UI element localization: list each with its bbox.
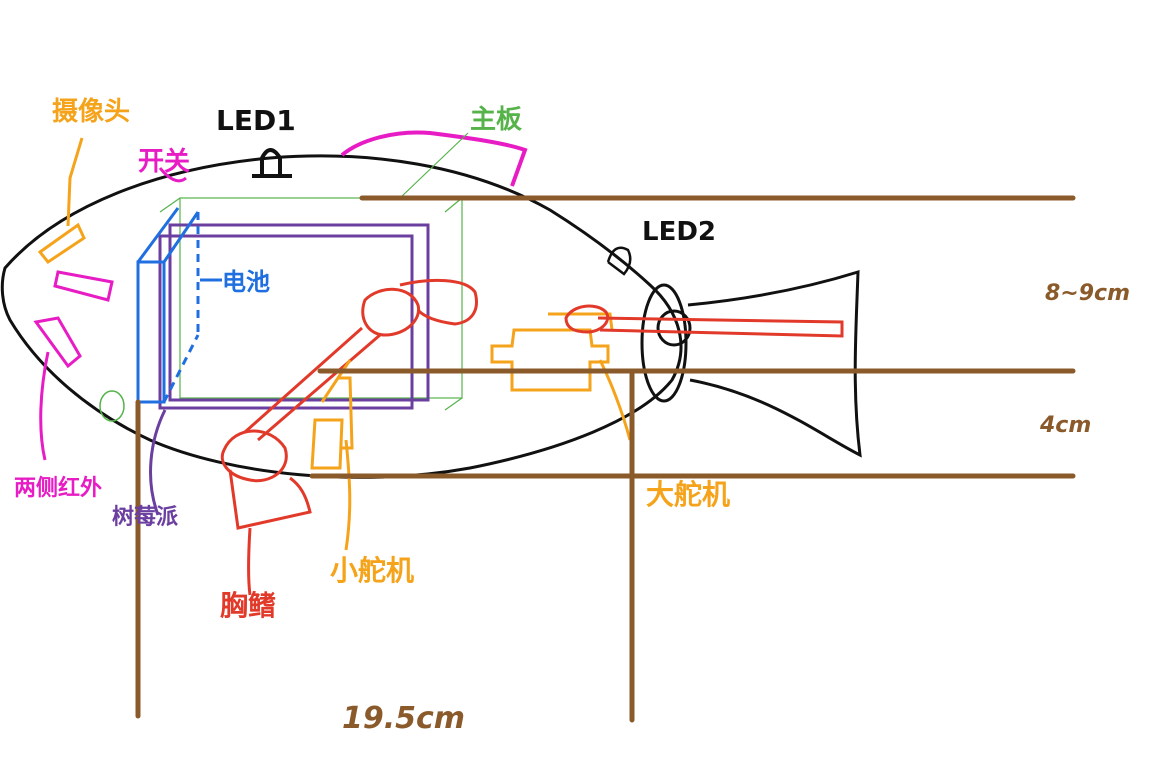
dimension-lines xyxy=(135,195,1076,723)
label-main-board: 主板 xyxy=(470,105,522,135)
label-dim-height: 8~9cm xyxy=(1045,281,1130,306)
label-dim-depth: 4cm xyxy=(1039,413,1091,438)
led1-shape xyxy=(252,148,292,178)
label-led1: LED1 xyxy=(216,104,296,137)
ir-pointer xyxy=(39,351,50,461)
label-battery: 电池 xyxy=(222,268,270,296)
main-board-box xyxy=(159,197,463,411)
tail-joint-inner xyxy=(656,309,692,347)
ir-sensor-mark xyxy=(99,390,125,422)
main-board-shape xyxy=(340,130,528,187)
raspberry-pi-box xyxy=(149,223,430,516)
switch-pointer xyxy=(158,167,187,183)
label-big-servo: 大舵机 xyxy=(646,478,730,511)
tail-rod-shape xyxy=(564,304,844,338)
label-camera: 摄像头 xyxy=(52,97,130,127)
fish-body-outline xyxy=(0,154,683,479)
label-small-servo: 小舵机 xyxy=(330,554,414,587)
camera-window xyxy=(37,222,86,265)
label-side-ir: 两侧红外 xyxy=(14,475,102,501)
label-led2: LED2 xyxy=(642,217,716,247)
label-raspberry-pi: 树莓派 xyxy=(112,504,178,530)
tail-joint-ring xyxy=(640,283,688,403)
big-servo-shape xyxy=(490,312,632,441)
ir-window-lower xyxy=(33,316,82,369)
fish-tail xyxy=(687,269,862,458)
label-pectoral-fin: 胸鳍 xyxy=(220,589,276,622)
led2-shape xyxy=(606,246,632,276)
small-servo-shape xyxy=(310,359,354,551)
main-board-pointer xyxy=(399,132,469,199)
label-switch: 开关 xyxy=(138,147,190,177)
camera-pointer xyxy=(66,137,84,227)
battery-shape xyxy=(136,207,222,404)
pectoral-fin-shape xyxy=(220,278,478,596)
ir-window-upper xyxy=(53,270,114,302)
label-dim-length: 19.5cm xyxy=(342,701,465,736)
